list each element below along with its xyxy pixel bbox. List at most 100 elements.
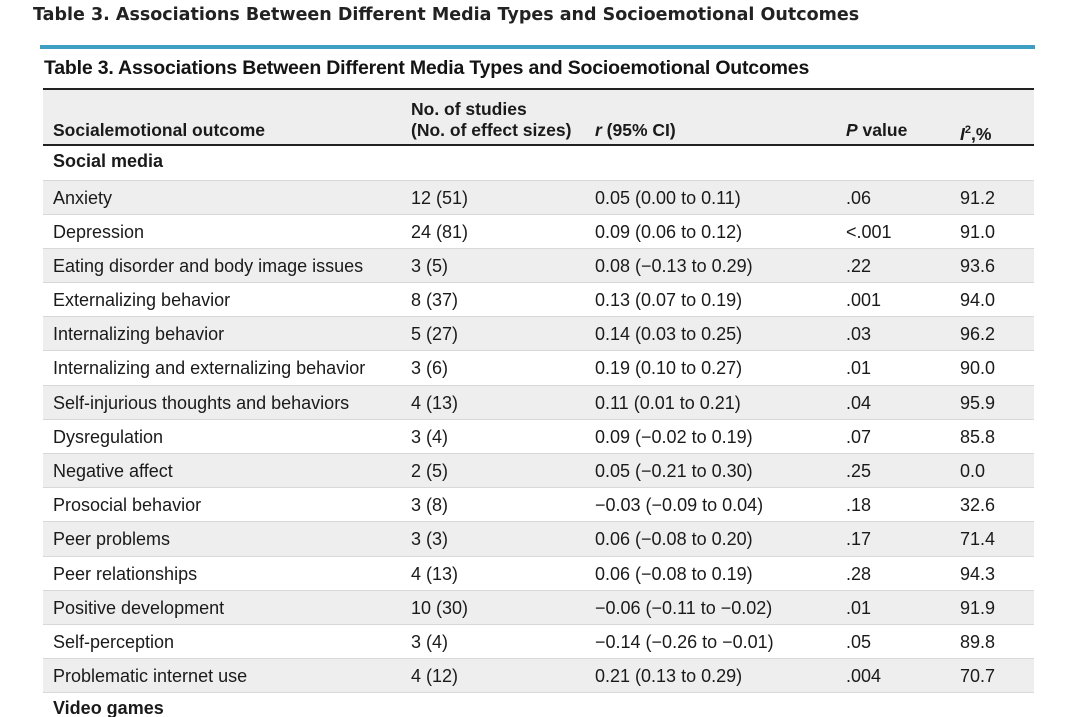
cell-studies: 3 (4)	[411, 631, 449, 652]
table-caption: Table 3. Associations Between Different …	[44, 57, 810, 79]
cell-p-value: <.001	[846, 221, 892, 242]
table-row: Anxiety 12 (51) 0.05 (0.00 to 0.11) .06 91.2	[43, 180, 1034, 215]
table-row: Negative affect 2 (5) 0.05 (−0.21 to 0.30)…	[43, 454, 1034, 489]
cell-studies: 12 (51)	[411, 187, 469, 208]
table-row: Dysregulation 3 (4) 0.09 (−0.02 to 0.19) .0…	[43, 420, 1034, 454]
table-row: Internalizing and externalizing behavior…	[43, 351, 1034, 386]
cell-outcome: Externalizing behavior	[53, 290, 231, 311]
cell-i2: 32.6	[960, 495, 996, 516]
cell-studies: 3 (3)	[411, 529, 449, 550]
cell-r: −0.06 (−0.11 to −0.02)	[595, 597, 773, 618]
table-row: Positive development 10 (30) −0.06 (−0.11 …	[43, 590, 1034, 625]
header-r: r (95% CI)	[595, 120, 676, 141]
cell-outcome: Internalizing behavior	[53, 324, 225, 345]
cell-outcome: Internalizing and externalizing behavior	[53, 358, 366, 379]
section-row: Video games	[43, 693, 1034, 717]
header-studies-line1: No. of studies	[411, 99, 527, 119]
cell-r: 0.14 (0.03 to 0.25)	[595, 324, 743, 345]
table-row: Problematic internet use 4 (12) 0.21 (0.13…	[43, 659, 1034, 694]
cell-studies: 4 (13)	[411, 563, 459, 584]
table-row: Prosocial behavior 3 (8) −0.03 (−0.09 to 0…	[43, 488, 1034, 523]
cell-p-value: .06	[846, 187, 872, 208]
cell-i2: 93.6	[960, 255, 996, 276]
table-row: Eating disorder and body image issues 3 (…	[43, 248, 1034, 284]
section-row: Social media	[43, 146, 1034, 181]
cell-r: 0.19 (0.10 to 0.27)	[595, 358, 743, 379]
cell-p-value: .001	[846, 290, 882, 311]
cell-studies: 3 (6)	[411, 358, 449, 379]
header-i2: I2,%	[960, 120, 991, 145]
table-row: Peer problems 3 (3) 0.06 (−0.08 to 0.20) .1…	[43, 522, 1034, 557]
cell-i2: 91.2	[960, 187, 996, 208]
table-row: Internalizing behavior 5 (27) 0.14 (0.03 t…	[43, 317, 1034, 352]
cell-p-value: .22	[846, 255, 872, 276]
cell-r: 0.11 (0.01 to 0.21)	[595, 392, 741, 413]
table-row: Self-perception 3 (4) −0.14 (−0.26 to −0.0…	[43, 625, 1034, 660]
cell-i2: 95.9	[960, 392, 996, 413]
cell-i2: 94.0	[960, 290, 996, 311]
table-row: Self-injurious thoughts and behaviors 4 (…	[43, 385, 1034, 420]
header-p: P value	[846, 120, 907, 141]
cell-r: −0.03 (−0.09 to 0.04)	[595, 495, 764, 516]
section-title: Video games	[53, 698, 164, 717]
cell-r: 0.06 (−0.08 to 0.20)	[595, 529, 753, 550]
cell-outcome: Problematic internet use	[53, 666, 248, 687]
cell-studies: 2 (5)	[411, 461, 449, 481]
table-top-rule	[43, 88, 1034, 90]
cell-p-value: .04	[846, 392, 872, 413]
cell-i2: 91.0	[960, 221, 996, 242]
cell-outcome: Peer relationships	[53, 563, 198, 584]
results-table: Socialemotional outcome No. of studies (…	[43, 88, 1034, 717]
cell-i2: 70.7	[960, 666, 996, 687]
cell-outcome: Negative affect	[53, 461, 173, 481]
cell-studies: 8 (37)	[411, 290, 459, 311]
cell-outcome: Prosocial behavior	[53, 495, 202, 516]
table-row: Depression 24 (81) 0.09 (0.06 to 0.12) <.00…	[43, 215, 1034, 249]
cell-outcome: Positive development	[53, 597, 225, 618]
table-header: Socialemotional outcome No. of studies (…	[43, 90, 1034, 144]
cell-p-value: .03	[846, 324, 872, 345]
cell-outcome: Self-perception	[53, 631, 175, 652]
cell-outcome: Anxiety	[53, 187, 113, 208]
cell-i2: 96.2	[960, 324, 996, 345]
cell-p-value: .01	[846, 358, 872, 379]
cell-outcome: Eating disorder and body image issues	[53, 255, 364, 276]
cell-studies: 3 (4)	[411, 426, 449, 447]
cell-outcome: Dysregulation	[53, 426, 164, 447]
header-rule	[43, 144, 1034, 146]
header-r-symbol: r	[595, 120, 602, 140]
cell-i2: 90.0	[960, 358, 996, 379]
cell-i2: 94.3	[960, 563, 996, 584]
cell-r: 0.21 (0.13 to 0.29)	[595, 666, 743, 687]
header-outcome: Socialemotional outcome	[53, 120, 265, 140]
header-studies-line2: (No. of effect sizes)	[411, 120, 572, 140]
cell-studies: 3 (8)	[411, 495, 449, 516]
cell-i2: 0.0	[960, 461, 986, 481]
cell-studies: 5 (27)	[411, 324, 459, 345]
header-r-rest: (95% CI)	[601, 120, 676, 140]
cell-i2: 89.8	[960, 631, 996, 652]
cell-r: 0.05 (0.00 to 0.11)	[595, 187, 741, 208]
cell-r: 0.13 (0.07 to 0.19)	[595, 290, 743, 311]
cell-r: −0.14 (−0.26 to −0.01)	[595, 631, 774, 652]
cell-r: 0.06 (−0.08 to 0.19)	[595, 563, 753, 584]
page-title: Table 3. Associations Between Different …	[33, 5, 860, 25]
cell-outcome: Self-injurious thoughts and behaviors	[53, 392, 350, 413]
cell-r: 0.08 (−0.13 to 0.29)	[595, 255, 753, 276]
cell-p-value: .18	[846, 495, 872, 516]
cell-p-value: .01	[846, 597, 872, 618]
header-p-symbol: P	[846, 120, 858, 140]
cell-studies: 4 (12)	[411, 666, 459, 687]
cell-p-value: .28	[846, 563, 872, 584]
cell-i2: 71.4	[960, 529, 996, 550]
cell-p-value: .17	[846, 529, 872, 550]
cell-r: 0.09 (−0.02 to 0.19)	[595, 426, 753, 447]
cell-p-value: .05	[846, 631, 872, 652]
cell-studies: 3 (5)	[411, 255, 449, 276]
cell-p-value: .25	[846, 461, 872, 481]
cell-p-value: .004	[846, 666, 882, 687]
cell-outcome: Depression	[53, 221, 145, 242]
cell-studies: 24 (81)	[411, 221, 469, 242]
cell-studies: 10 (30)	[411, 597, 469, 618]
header-i2-rest: ,%	[971, 123, 992, 144]
